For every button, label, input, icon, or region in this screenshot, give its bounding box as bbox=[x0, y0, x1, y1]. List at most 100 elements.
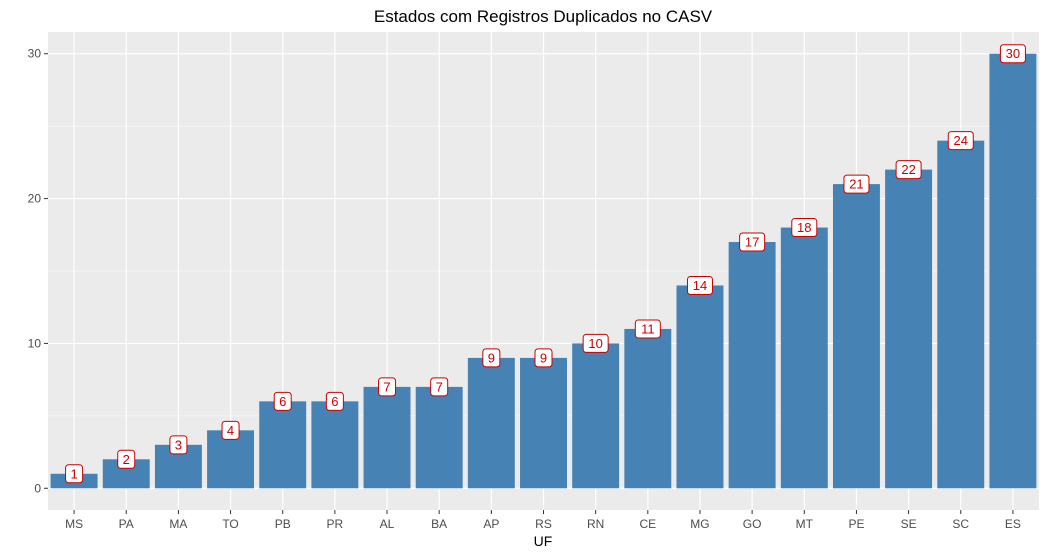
bar-pb bbox=[259, 401, 307, 489]
data-label: 30 bbox=[999, 44, 1026, 64]
x-tick-label: BA bbox=[431, 517, 447, 531]
data-label-box bbox=[895, 160, 922, 180]
bar-pr bbox=[311, 401, 359, 489]
data-label-text: 6 bbox=[331, 394, 338, 409]
data-label: 6 bbox=[325, 391, 344, 411]
data-label-box bbox=[534, 348, 553, 368]
data-label-text: 7 bbox=[383, 379, 390, 394]
y-tick-label: 30 bbox=[28, 47, 42, 61]
data-label-text: 9 bbox=[540, 350, 547, 365]
data-label-text: 9 bbox=[488, 350, 495, 365]
data-label: 2 bbox=[117, 449, 136, 469]
data-label: 9 bbox=[482, 348, 501, 368]
x-axis-title: UF bbox=[534, 533, 553, 549]
x-tick-label: MA bbox=[169, 517, 187, 531]
x-axis: MS PA MA TO PB PR AL BA AP RS RN CE MG GO MT PE SE SC ES bbox=[65, 510, 1021, 531]
data-label-text: 18 bbox=[797, 220, 811, 235]
data-label-box bbox=[325, 391, 344, 411]
data-label-text: 21 bbox=[849, 177, 863, 192]
bar-al bbox=[363, 386, 411, 489]
data-label-box bbox=[482, 348, 501, 368]
data-label-box bbox=[843, 174, 870, 194]
data-label-box bbox=[999, 44, 1026, 64]
data-label-box bbox=[169, 435, 188, 455]
x-tick-label: RS bbox=[535, 517, 552, 531]
x-tick-label: MT bbox=[796, 517, 814, 531]
data-label: 3 bbox=[169, 435, 188, 455]
data-label: 21 bbox=[843, 174, 870, 194]
data-label-box bbox=[582, 333, 609, 353]
data-label-box bbox=[378, 377, 397, 397]
data-label: 14 bbox=[686, 275, 713, 295]
data-label-text: 10 bbox=[588, 336, 602, 351]
bar-es bbox=[989, 53, 1037, 489]
bar-ce bbox=[624, 328, 672, 489]
data-label-box bbox=[65, 464, 84, 484]
data-label-box bbox=[221, 420, 240, 440]
x-tick-label: TO bbox=[222, 517, 238, 531]
data-label-box bbox=[634, 319, 661, 339]
y-axis: 0 10 20 30 bbox=[28, 47, 48, 495]
data-label: 7 bbox=[430, 377, 449, 397]
bar-pe bbox=[832, 184, 880, 489]
data-label-text: 14 bbox=[693, 278, 707, 293]
data-label-text: 24 bbox=[954, 133, 968, 148]
x-tick-label: PB bbox=[275, 517, 291, 531]
bar-to bbox=[207, 430, 255, 489]
bar-rs bbox=[520, 357, 567, 489]
data-label: 1 bbox=[65, 464, 84, 484]
y-tick-label: 20 bbox=[28, 192, 42, 206]
bar-ap bbox=[467, 357, 515, 489]
data-label: 11 bbox=[634, 319, 661, 339]
data-label: 22 bbox=[895, 160, 922, 180]
x-tick-label: PR bbox=[327, 517, 344, 531]
data-label: 18 bbox=[791, 218, 818, 238]
data-label-text: 22 bbox=[901, 162, 915, 177]
data-labels: 1 2 3 4 6 6 7 7 9 9 10 11 14 17 18 21 22 24 30 bbox=[65, 44, 1026, 484]
x-tick-label: PA bbox=[119, 517, 134, 531]
bar-rn bbox=[572, 343, 620, 489]
data-label-box bbox=[117, 449, 136, 469]
bar-sc bbox=[937, 140, 985, 489]
data-label-box bbox=[947, 131, 974, 151]
data-label-text: 3 bbox=[175, 437, 182, 452]
x-tick-label: MS bbox=[65, 517, 83, 531]
data-label: 9 bbox=[534, 348, 553, 368]
data-label-text: 2 bbox=[123, 452, 130, 467]
x-tick-label: AL bbox=[380, 517, 395, 531]
data-label-box bbox=[686, 275, 713, 295]
x-tick-label: ES bbox=[1005, 517, 1021, 531]
x-tick-label: RN bbox=[587, 517, 604, 531]
x-tick-label: SC bbox=[952, 517, 969, 531]
data-label: 6 bbox=[273, 391, 292, 411]
data-label-text: 30 bbox=[1006, 46, 1020, 61]
bar-go bbox=[728, 242, 776, 489]
data-label-text: 7 bbox=[436, 379, 443, 394]
bar-mt bbox=[780, 227, 828, 489]
chart-title: Estados com Registros Duplicados no CASV bbox=[374, 7, 713, 26]
data-label-text: 4 bbox=[227, 423, 234, 438]
data-label: 17 bbox=[739, 232, 766, 252]
data-label-text: 1 bbox=[70, 466, 77, 481]
data-label-box bbox=[791, 218, 818, 238]
x-tick-label: AP bbox=[483, 517, 499, 531]
data-label: 4 bbox=[221, 420, 240, 440]
x-tick-label: CE bbox=[639, 517, 656, 531]
bars bbox=[50, 53, 1037, 489]
data-label-text: 6 bbox=[279, 394, 286, 409]
y-tick-label: 0 bbox=[34, 481, 41, 495]
data-label-box bbox=[430, 377, 449, 397]
data-label-text: 17 bbox=[745, 235, 759, 250]
x-tick-label: MG bbox=[690, 517, 709, 531]
bar-se bbox=[885, 169, 933, 489]
y-tick-label: 10 bbox=[28, 336, 42, 350]
data-label-box bbox=[273, 391, 292, 411]
x-tick-label: GO bbox=[743, 517, 762, 531]
x-tick-label: PE bbox=[848, 517, 864, 531]
data-label: 10 bbox=[582, 333, 609, 353]
x-tick-label: SE bbox=[901, 517, 917, 531]
data-label-box bbox=[739, 232, 766, 252]
data-label-text: 11 bbox=[641, 321, 655, 336]
